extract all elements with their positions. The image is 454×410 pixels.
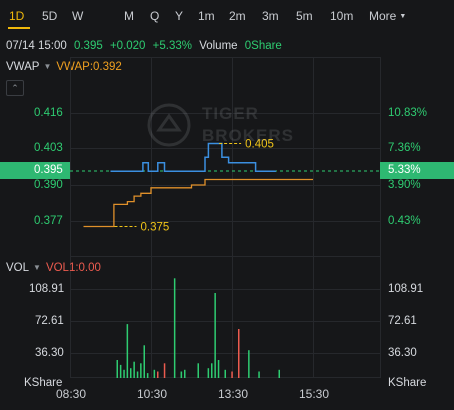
tab-y[interactable]: Y	[175, 9, 184, 23]
quote-price: 0.395	[73, 40, 103, 52]
volume-bar	[258, 371, 260, 378]
vwap-indicator-value: VWAP:0.392	[56, 61, 122, 73]
quote-volume-label: Volume	[199, 40, 238, 52]
volume-bar	[238, 329, 240, 378]
quote-datetime: 07/14 15:00	[6, 40, 67, 52]
vol-indicator-value: VOL1:0.00	[45, 262, 101, 274]
vwap-indicator-row[interactable]: VWAP ▼ VWAP:0.392	[6, 61, 122, 73]
quote-change: +0.020	[109, 40, 146, 52]
volume-bar	[130, 368, 132, 378]
volume-bar	[278, 369, 280, 378]
series-line-price	[110, 142, 276, 172]
collapse-icon[interactable]: ⌃	[6, 80, 24, 96]
volume-bar	[231, 371, 233, 378]
volume-bar	[224, 369, 226, 378]
tab-m[interactable]: M	[124, 9, 134, 23]
volume-tick: 108.91	[388, 283, 424, 295]
tab-3m[interactable]: 3m	[262, 9, 279, 23]
chevron-down-icon: ▼	[43, 62, 52, 71]
annotation-label: 0.375	[141, 222, 170, 234]
time-tick: 13:30	[218, 387, 249, 401]
chevron-down-icon: ▼	[399, 13, 407, 20]
volume-bar	[146, 373, 149, 378]
time-tick: 15:30	[299, 387, 330, 401]
volume-bar	[207, 368, 210, 378]
tab-q[interactable]: Q	[150, 9, 160, 23]
volume-tick: 36.30	[388, 347, 417, 359]
current-pct-tag: 5.33%	[380, 162, 454, 179]
tab-1m[interactable]: 1m	[198, 9, 215, 23]
vol-indicator-row[interactable]: VOL ▼ VOL1:0.00	[6, 262, 101, 274]
volume-bar	[126, 324, 129, 378]
volume-bar	[248, 350, 250, 378]
volume-tick: 36.30	[35, 347, 64, 359]
volume-bar	[197, 363, 199, 378]
chevron-down-icon: ▼	[33, 263, 41, 272]
price-series-layer: 0.405 0.375	[83, 138, 313, 234]
volume-bar	[116, 360, 118, 378]
vwap-indicator-name: VWAP	[6, 61, 40, 73]
volume-bar	[136, 371, 139, 378]
volume-bar	[140, 363, 142, 378]
quote-volume-value: 0Share	[244, 40, 282, 52]
volume-bar	[157, 371, 159, 378]
volume-unit: KShare	[24, 377, 63, 389]
volume-bar	[143, 345, 145, 378]
volume-bar	[163, 363, 166, 378]
series-line-vwap	[83, 178, 313, 228]
volume-bar	[119, 364, 122, 378]
volume-tick: 108.91	[29, 283, 65, 295]
tab-w[interactable]: W	[72, 9, 84, 23]
price-tick: 0.416	[34, 107, 63, 119]
timeframe-tabs: 1D 5D W M Q Y 1m 2m 3m 5m 10m More ▼	[0, 0, 454, 32]
pct-tick: 10.83%	[388, 107, 428, 119]
volume-tick: 72.61	[35, 315, 64, 327]
volume-bar	[184, 369, 186, 378]
chart-border	[70, 57, 381, 378]
vol-indicator-name: VOL	[6, 262, 30, 274]
current-price-tag: 0.395	[0, 162, 70, 179]
price-tick: 0.403	[34, 142, 63, 154]
tab-1d[interactable]: 1D	[9, 9, 25, 23]
volume-tick: 72.61	[388, 315, 417, 327]
tab-2m[interactable]: 2m	[229, 9, 246, 23]
tab-more-label: More	[369, 9, 397, 23]
pct-tick: 3.90%	[388, 179, 421, 191]
volume-bar	[153, 369, 156, 378]
tab-5d[interactable]: 5D	[42, 9, 58, 23]
quote-change-pct: +5.33%	[152, 40, 192, 52]
grid-lines	[70, 57, 381, 378]
time-tick: 10:30	[137, 387, 168, 401]
volume-unit: KShare	[388, 377, 427, 389]
volume-bars-layer	[116, 278, 280, 378]
tab-10m[interactable]: 10m	[330, 9, 354, 23]
time-tick: 08:30	[56, 387, 87, 401]
pct-tick: 7.36%	[388, 142, 421, 154]
volume-bar	[214, 293, 216, 378]
price-tick: 0.377	[34, 215, 63, 227]
volume-bar	[211, 363, 213, 378]
pct-tick: 0.43%	[388, 215, 421, 227]
volume-bar	[180, 371, 183, 378]
volume-bar	[133, 361, 135, 378]
quote-info: 07/14 15:00 0.395 +0.020 +5.33% Volume 0…	[6, 40, 282, 52]
volume-bar	[173, 278, 176, 378]
annotation-label: 0.405	[245, 138, 274, 150]
volume-bar	[217, 360, 220, 378]
active-tab-indicator	[8, 27, 30, 29]
tab-5m[interactable]: 5m	[296, 9, 313, 23]
volume-bar	[123, 369, 125, 378]
tab-more[interactable]: More ▼	[369, 9, 406, 23]
price-tick: 0.390	[34, 179, 63, 191]
